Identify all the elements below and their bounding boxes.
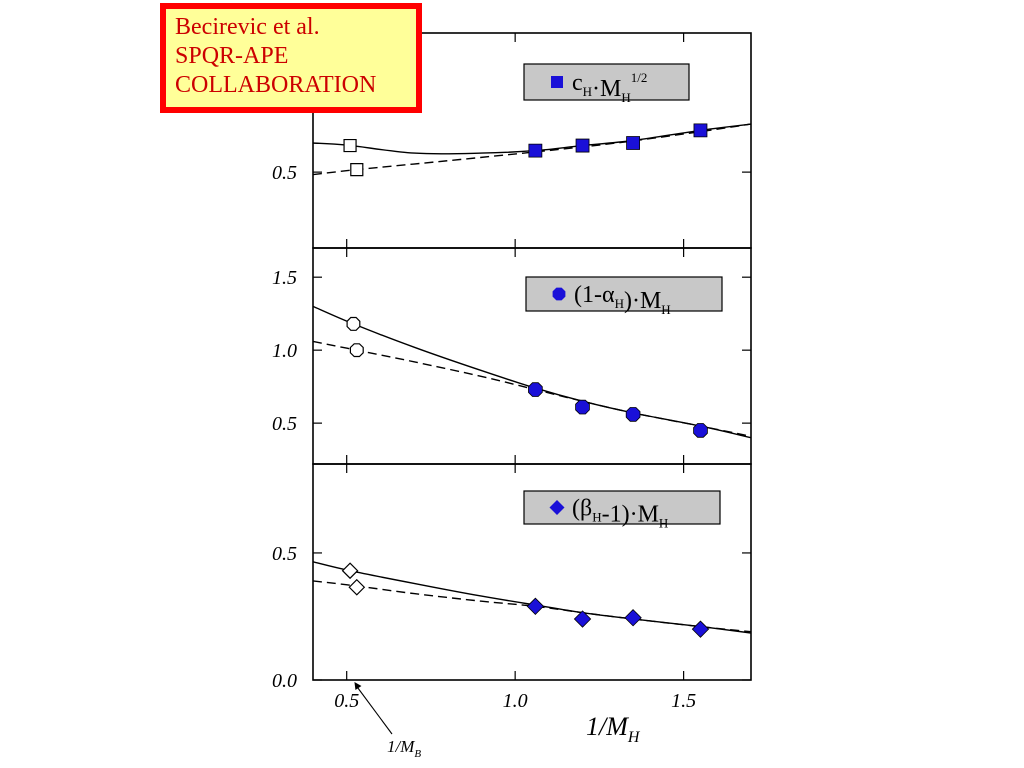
legend-marker bbox=[552, 287, 566, 301]
panel-3: 0.0 0.5 (βH-1)·MH bbox=[272, 463, 752, 692]
y-tick-label: 0.5 bbox=[272, 543, 297, 565]
y-tick-label: 0.5 bbox=[272, 162, 297, 184]
data-point bbox=[625, 407, 641, 422]
x-axis-label: 1/MH bbox=[586, 712, 641, 746]
x-tick-label: 1.5 bbox=[671, 690, 696, 712]
legend-label: (1-αH)·MH bbox=[574, 282, 671, 317]
fit-curve-solid bbox=[313, 305, 751, 439]
legend-marker bbox=[549, 500, 565, 515]
extrapolated-point bbox=[350, 162, 364, 177]
fit-curve-dashed bbox=[313, 580, 751, 633]
extrapolated-point bbox=[343, 138, 357, 153]
credit-collab-name: SPQR-APE bbox=[175, 43, 289, 69]
extrapolated-point bbox=[348, 578, 366, 596]
data-point bbox=[573, 610, 592, 628]
y-tick-label: 1.0 bbox=[272, 340, 297, 362]
data-point bbox=[528, 143, 543, 158]
panel-2: 0.5 1.0 1.5 (1-αH)·MH bbox=[272, 247, 752, 465]
credit-collab-label: COLLABORATION bbox=[175, 72, 377, 98]
data-point bbox=[693, 123, 708, 138]
data-point bbox=[526, 597, 545, 615]
data-point bbox=[691, 620, 710, 638]
fit-curve-solid bbox=[313, 561, 751, 634]
legend-label: (βH-1)·MH bbox=[572, 496, 668, 531]
x-tick-label: 0.5 bbox=[334, 690, 359, 712]
extrapolated-point bbox=[346, 316, 361, 331]
extrapolated-point bbox=[349, 343, 364, 358]
y-tick-label: 0.0 bbox=[272, 670, 297, 692]
data-point bbox=[575, 399, 590, 415]
annotation-arrow-head bbox=[354, 682, 362, 690]
annotation-label: 1/MB bbox=[387, 737, 421, 760]
data-point bbox=[575, 138, 590, 153]
panel-frame bbox=[312, 463, 752, 681]
credit-box: Becirevic et al. SPQR-APE COLLABORATION bbox=[160, 3, 422, 113]
data-point bbox=[528, 382, 543, 397]
y-tick-label: 0.5 bbox=[272, 413, 297, 435]
annotation-arrow-line bbox=[355, 685, 393, 735]
legend-label: cH·MH1/2 bbox=[572, 70, 647, 105]
data-point bbox=[626, 136, 640, 150]
extrapolated-point bbox=[341, 562, 359, 580]
data-point bbox=[693, 423, 708, 438]
x-tick-label: 1.0 bbox=[503, 690, 528, 712]
panel-1: 0.5 cH·MH1/2 bbox=[272, 32, 752, 249]
data-point bbox=[624, 609, 642, 627]
legend-marker bbox=[551, 76, 563, 88]
y-tick-label: 1.5 bbox=[272, 267, 297, 289]
credit-authors: Becirevic et al. bbox=[175, 14, 320, 40]
